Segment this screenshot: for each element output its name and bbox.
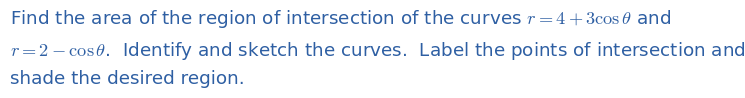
- Text: shade the desired region.: shade the desired region.: [10, 70, 244, 88]
- Text: Find the area of the region of intersection of the curves $r = 4 + 3\cos\theta$ : Find the area of the region of intersect…: [10, 9, 671, 30]
- Text: $r = 2 - \cos\theta$.  Identify and sketch the curves.  Label the points of inte: $r = 2 - \cos\theta$. Identify and sketc…: [10, 39, 745, 62]
